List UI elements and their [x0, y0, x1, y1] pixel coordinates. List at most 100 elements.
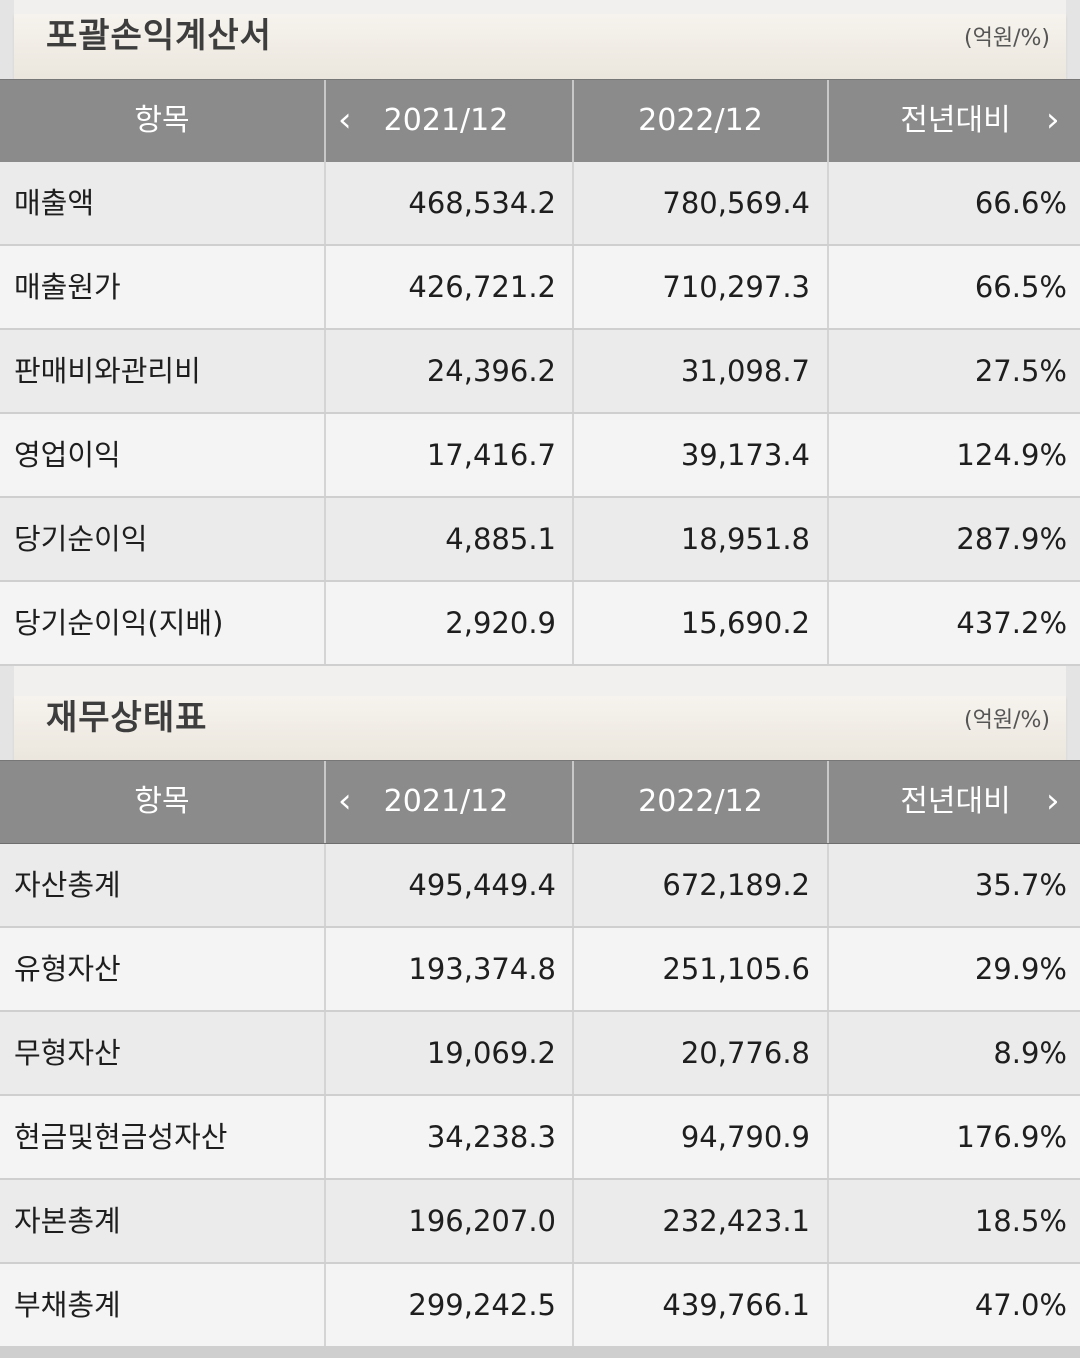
value-2022: 15,690.2 — [680, 606, 810, 640]
table-row: 현금및현금성자산 34,238.3 94,790.9 176.9% — [0, 1096, 1080, 1180]
column-header-item: 항목 — [134, 103, 190, 138]
value-2021: 17,416.7 — [426, 438, 556, 472]
column-divider — [827, 1180, 829, 1262]
column-divider — [572, 162, 574, 244]
balance-sheet-title: 재무상태표 — [46, 698, 208, 738]
value-yoy: 18.5% — [974, 1204, 1067, 1238]
column-divider — [324, 330, 326, 412]
value-yoy: 66.6% — [974, 186, 1067, 220]
value-2022: 232,423.1 — [662, 1204, 810, 1238]
value-2021: 24,396.2 — [426, 354, 556, 388]
column-divider — [572, 928, 574, 1010]
column-divider — [324, 498, 326, 580]
value-2021: 426,721.2 — [408, 270, 556, 304]
row-label: 당기순이익 — [14, 522, 148, 556]
row-label: 부채총계 — [14, 1288, 121, 1322]
table-row: 당기순이익 4,885.1 18,951.8 287.9% — [0, 498, 1080, 582]
value-2022: 31,098.7 — [680, 354, 810, 388]
chevron-right-icon[interactable]: › — [1046, 781, 1060, 821]
header-divider — [324, 761, 326, 843]
header-divider — [324, 80, 326, 162]
value-2022: 20,776.8 — [680, 1036, 810, 1070]
column-divider — [324, 582, 326, 664]
column-divider — [827, 582, 829, 664]
column-divider — [324, 928, 326, 1010]
column-divider — [827, 498, 829, 580]
column-divider — [572, 1012, 574, 1094]
row-label: 무형자산 — [14, 1036, 121, 1070]
table-row: 매출원가 426,721.2 710,297.3 66.5% — [0, 246, 1080, 330]
value-2022: 672,189.2 — [662, 868, 810, 902]
table-row: 매출액 468,534.2 780,569.4 66.6% — [0, 162, 1080, 246]
value-yoy: 66.5% — [974, 270, 1067, 304]
table-row: 자본총계 196,207.0 232,423.1 18.5% — [0, 1180, 1080, 1264]
row-label: 당기순이익(지배) — [14, 606, 224, 640]
column-divider — [324, 1264, 326, 1346]
table-row: 영업이익 17,416.7 39,173.4 124.9% — [0, 414, 1080, 498]
value-yoy: 124.9% — [956, 438, 1067, 472]
value-yoy: 47.0% — [974, 1288, 1067, 1322]
table-row: 판매비와관리비 24,396.2 31,098.7 27.5% — [0, 330, 1080, 414]
column-divider — [324, 162, 326, 244]
value-yoy: 8.9% — [993, 1036, 1067, 1070]
value-2021: 19,069.2 — [426, 1036, 556, 1070]
column-divider — [324, 414, 326, 496]
table-row: 유형자산 193,374.8 251,105.6 29.9% — [0, 928, 1080, 1012]
column-divider — [827, 246, 829, 328]
row-label: 유형자산 — [14, 952, 121, 986]
value-yoy: 437.2% — [956, 606, 1067, 640]
column-divider — [572, 1096, 574, 1178]
column-divider — [827, 928, 829, 1010]
value-2021: 2,920.9 — [445, 606, 556, 640]
row-label: 자산총계 — [14, 868, 121, 902]
column-divider — [827, 844, 829, 926]
row-label: 자본총계 — [14, 1204, 121, 1238]
column-divider — [572, 582, 574, 664]
column-divider — [827, 414, 829, 496]
value-2022: 39,173.4 — [680, 438, 810, 472]
row-label: 영업이익 — [14, 438, 121, 472]
column-header-2022: 2022/12 — [638, 784, 763, 819]
value-2021: 196,207.0 — [408, 1204, 556, 1238]
column-divider — [572, 498, 574, 580]
column-divider — [572, 414, 574, 496]
bottom-edge — [0, 1346, 1080, 1358]
table-row: 자산총계 495,449.4 672,189.2 35.7% — [0, 844, 1080, 928]
header-divider — [572, 80, 574, 162]
value-2021: 299,242.5 — [408, 1288, 556, 1322]
chevron-left-icon[interactable]: ‹ — [338, 100, 352, 140]
balance-sheet-table-header: 항목 ‹ 2021/12 2022/12 전년대비 › — [0, 760, 1080, 845]
column-divider — [324, 1012, 326, 1094]
value-yoy: 176.9% — [956, 1120, 1067, 1154]
income-statement-unit: (억원/%) — [964, 26, 1050, 51]
value-2021: 34,238.3 — [426, 1120, 556, 1154]
table-row: 무형자산 19,069.2 20,776.8 8.9% — [0, 1012, 1080, 1096]
table-row: 부채총계 299,242.5 439,766.1 47.0% — [0, 1264, 1080, 1348]
table-row: 당기순이익(지배) 2,920.9 15,690.2 437.2% — [0, 582, 1080, 666]
value-2022: 780,569.4 — [662, 186, 810, 220]
value-yoy: 287.9% — [956, 522, 1067, 556]
column-header-2021: 2021/12 — [383, 784, 509, 819]
income-statement-header: 포괄손익계산서 (억원/%) — [14, 14, 1066, 80]
income-statement-title: 포괄손익계산서 — [46, 16, 272, 56]
row-label: 현금및현금성자산 — [14, 1120, 228, 1154]
chevron-right-icon[interactable]: › — [1046, 100, 1060, 140]
column-divider — [572, 1264, 574, 1346]
column-header-yoy: 전년대비 — [900, 784, 1011, 819]
column-header-yoy: 전년대비 — [900, 103, 1011, 138]
column-divider — [827, 1012, 829, 1094]
value-2022: 710,297.3 — [662, 270, 810, 304]
column-divider — [324, 844, 326, 926]
column-divider — [827, 1264, 829, 1346]
value-yoy: 27.5% — [974, 354, 1067, 388]
income-statement-table-header: 항목 ‹ 2021/12 2022/12 전년대비 › — [0, 79, 1080, 164]
column-divider — [324, 246, 326, 328]
header-divider — [572, 761, 574, 843]
value-yoy: 29.9% — [974, 952, 1067, 986]
header-divider — [827, 80, 829, 162]
chevron-left-icon[interactable]: ‹ — [338, 781, 352, 821]
column-divider — [827, 162, 829, 244]
column-divider — [827, 1096, 829, 1178]
value-2021: 468,534.2 — [408, 186, 556, 220]
